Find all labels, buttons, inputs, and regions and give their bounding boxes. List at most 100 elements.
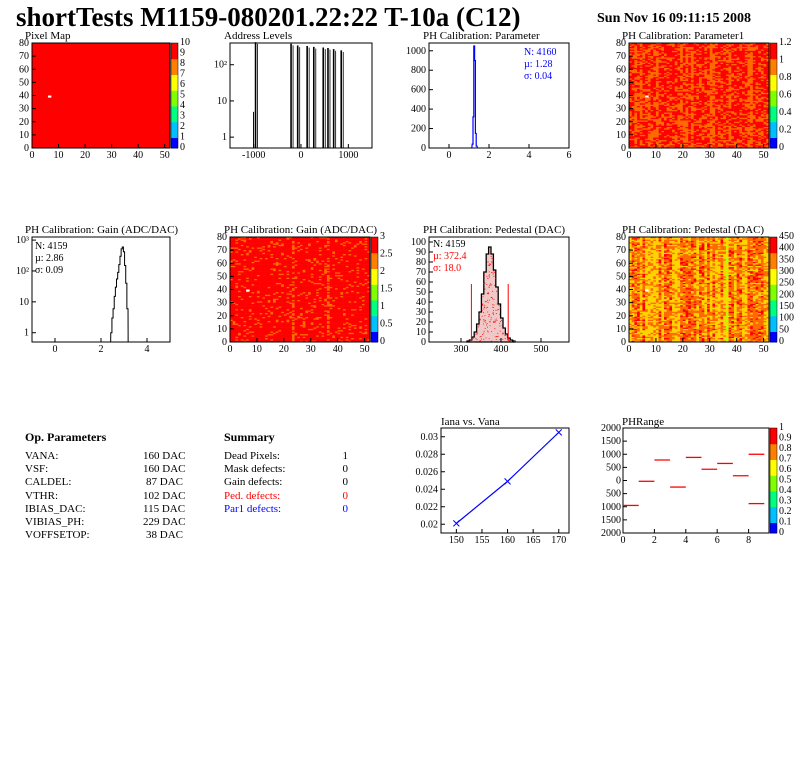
ph_cal_parameter1-cell	[650, 104, 654, 107]
ph_cal_parameter1-cell	[677, 46, 681, 49]
ph_cal_gain_map-cell	[246, 255, 250, 257]
ph_cal_parameter1-cell	[653, 52, 657, 54]
ph_cal_parameter1-cell	[763, 82, 767, 84]
ph_cal_parameter1-cell	[723, 132, 727, 134]
ph_cal_parameter1-cell	[642, 92, 646, 95]
ph_cal_parameter1-cell	[674, 77, 678, 79]
ph_cal_parameter1-cell	[750, 133, 754, 136]
ph_cal_parameter1-cell	[637, 112, 641, 115]
ph_cal_gain_map-cell	[248, 338, 252, 340]
ph_cal_parameter1-cell	[736, 108, 740, 111]
ph_cal_parameter1-cell	[639, 92, 643, 95]
ph_cal_parameter1-cell	[690, 107, 694, 109]
ph_cal_parameter1-cell	[677, 60, 681, 62]
ph_cal_parameter1-cell	[629, 87, 632, 90]
ph_cal_parameter1-cell	[744, 83, 748, 86]
ph_cal_parameter1-cell	[647, 48, 651, 50]
ph_cal_parameter1-cell	[747, 53, 751, 56]
ph_cal_parameter1-cell	[634, 103, 638, 105]
ph_cal_parameter1-cell	[647, 130, 651, 133]
ph_cal_parameter1-cell	[637, 91, 641, 94]
ph_cal_parameter1-cell	[642, 100, 646, 103]
ph_cal_parameter1-cell	[742, 44, 746, 46]
ph_cal_parameter1-cell	[661, 65, 665, 67]
ph_cal_parameter1-cell	[747, 86, 751, 88]
ph_cal_parameter1-cell	[666, 115, 670, 117]
ph_cal_parameter1-cell	[742, 53, 746, 56]
ph_cal_gain_map-cell	[243, 256, 247, 259]
ph_cal_parameter1-cell	[672, 145, 676, 147]
ph_cal_gain_map-cell	[243, 332, 247, 335]
pixel_map-colorbar-cell	[171, 87, 178, 91]
ph_cal_parameter1-cell	[734, 77, 737, 79]
ph_cal_parameter1-cell	[666, 146, 670, 149]
ph_cal_parameter1-cell	[728, 102, 732, 104]
ph_cal_gain_map-cell	[230, 332, 233, 335]
ph_cal_parameter1-cell	[717, 146, 721, 149]
ph_cal_parameter1-cell	[664, 43, 667, 45]
ph_cal_parameter1-cell	[685, 132, 689, 134]
ph_cal_parameter1-cell	[728, 127, 732, 129]
ph_cal_parameter1-cell	[653, 53, 657, 56]
ph_cal_parameter1-cell	[752, 73, 756, 75]
ph_cal_parameter1-cell	[699, 92, 702, 95]
ph_cal_parameter1-cell	[731, 123, 735, 125]
ph_cal_gain_map-cell	[248, 292, 252, 294]
pixel_map-ytick-label: 10	[19, 130, 29, 141]
ph_cal_parameter1-cell	[642, 141, 646, 144]
ph_cal_parameter1-cell	[715, 56, 719, 58]
ph_cal_gain_map-cell	[232, 285, 236, 288]
ph_cal_parameter1-cell	[760, 90, 764, 92]
ph_cal_parameter1-cell	[688, 133, 692, 136]
ph_cal_parameter1-cell	[629, 92, 632, 95]
ph_cal_parameter1-cell	[674, 86, 678, 88]
ph_cal_parameter1-cell	[650, 138, 654, 141]
ph_cal_gain_map-cell	[235, 243, 239, 246]
ph_cal_parameter1-cell	[629, 130, 632, 133]
ph_cal_parameter1-cell	[661, 58, 665, 61]
ph_cal_parameter1-cell	[709, 83, 713, 86]
ph_cal_parameter1-cell	[642, 109, 646, 112]
ph_cal_parameter1-cell	[680, 45, 684, 48]
ph_cal_parameter1-cell	[674, 70, 678, 73]
ph_cal_parameter1-cell	[672, 102, 676, 104]
ph_cal_parameter1-cell	[734, 73, 737, 75]
ph_cal_parameter1-cell	[639, 64, 643, 66]
ph_cal_gain_map-cell	[243, 322, 247, 324]
ph_cal_gain_map-cell	[246, 307, 250, 310]
ph_cal_parameter1-cell	[723, 137, 727, 140]
ph_cal_parameter1-cell	[725, 81, 729, 83]
ph_cal_parameter1-cell	[742, 77, 746, 79]
ph_cal_parameter1-cell	[650, 43, 654, 45]
ph_cal_parameter1-cell	[763, 103, 767, 105]
ph_cal_parameter1-cell	[690, 60, 694, 62]
ph_cal_parameter1-cell	[688, 142, 692, 145]
ph_cal_parameter1-cell	[704, 78, 708, 81]
ph_cal_parameter1-cell	[747, 134, 751, 137]
ph_cal_gain_map-cell	[232, 242, 236, 244]
ph_cal_parameter1-cell	[688, 116, 692, 119]
ph_cal_parameter1-cell	[734, 116, 737, 119]
ph_cal_parameter1-cell	[736, 144, 740, 146]
ph_cal_parameter1-cell	[760, 57, 764, 60]
ph_cal_parameter1-cell	[750, 70, 754, 73]
ph_cal_parameter1-cell	[693, 132, 697, 134]
ph_cal_parameter1-cell	[723, 121, 727, 124]
ph_cal_parameter1-cell	[766, 121, 770, 124]
ph_cal_parameter1-cell	[642, 94, 646, 96]
ph_cal_parameter1-cell	[680, 104, 684, 107]
ph_cal_parameter1-cell	[760, 103, 764, 105]
ph_cal_gain_map-cell	[243, 294, 247, 297]
ph_cal_parameter1-cell	[685, 90, 689, 92]
ph_cal_gain_map-cell	[243, 290, 247, 293]
ph_cal_parameter1-cell	[723, 119, 727, 121]
ph_cal_parameter1-cell	[647, 87, 651, 90]
ph_cal_gain_map-cell	[235, 265, 239, 268]
ph_cal_parameter1-cell	[650, 88, 654, 91]
ph_cal_parameter1-cell	[629, 56, 632, 58]
ph_cal_parameter1-cell	[690, 66, 694, 69]
ph_cal_parameter1-cell	[696, 99, 700, 102]
ph_cal_parameter1-cell	[680, 71, 684, 74]
ph_cal_gain_map-cell	[243, 327, 247, 330]
ph_cal_parameter1-cell	[672, 140, 676, 142]
